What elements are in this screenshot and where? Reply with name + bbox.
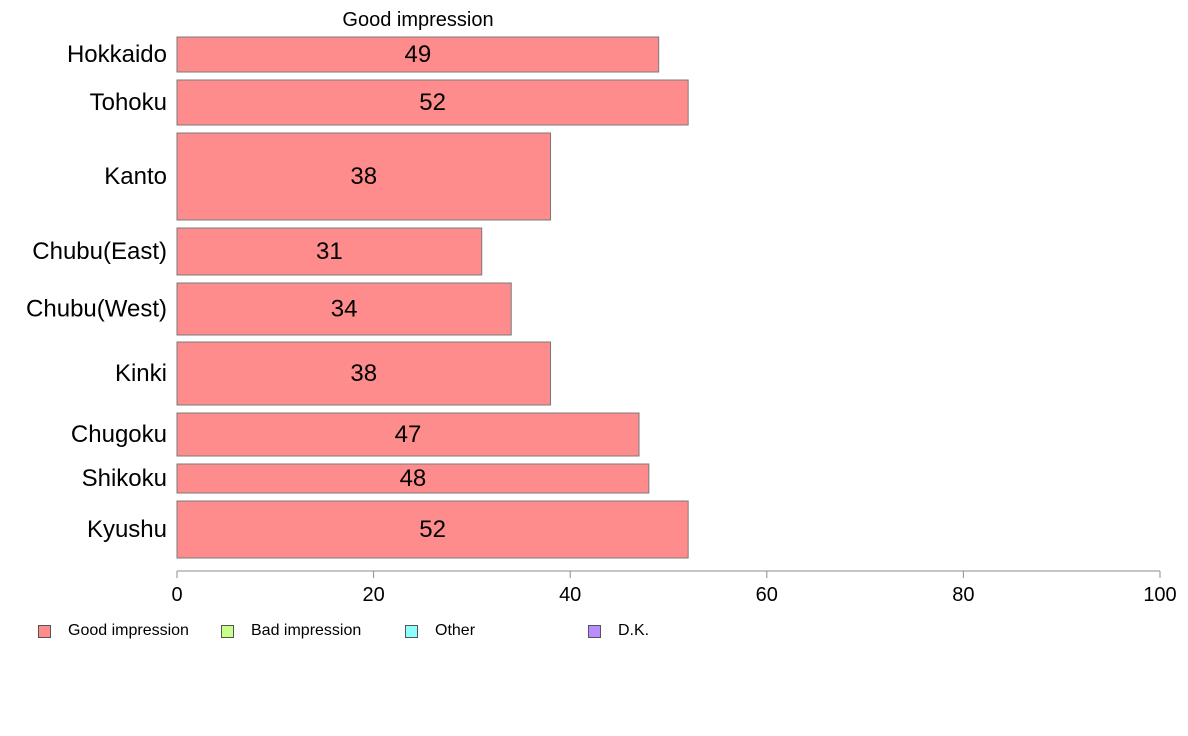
value-label-chubu-west: 34 bbox=[331, 296, 358, 323]
x-tick-label-80: 80 bbox=[952, 584, 974, 606]
legend-swatch-other bbox=[405, 624, 418, 638]
value-label-tohoku: 52 bbox=[419, 89, 446, 116]
bar-kyushu bbox=[176, 500, 689, 559]
x-axis: 0 20 40 60 80 100 bbox=[171, 570, 1177, 606]
bar-hokkaido bbox=[176, 36, 660, 73]
x-tick-label-40: 40 bbox=[559, 584, 581, 606]
x-tick-label-100: 100 bbox=[1143, 584, 1176, 606]
bar-tohoku bbox=[176, 79, 689, 126]
value-label-kanto: 38 bbox=[350, 163, 377, 190]
bar-shikoku bbox=[176, 463, 650, 494]
legend-swatch-bad-impression bbox=[221, 624, 234, 638]
legend-label-other: Other bbox=[435, 622, 476, 639]
legend-label-bad-impression: Bad impression bbox=[251, 622, 362, 639]
value-label-hokkaido: 49 bbox=[404, 41, 431, 68]
category-label-tohoku: Tohoku bbox=[90, 89, 167, 116]
category-label-chubu-west: Chubu(West) bbox=[26, 296, 167, 323]
category-label-hokkaido: Hokkaido bbox=[67, 41, 167, 68]
legend-item-bad-impression: Bad impression bbox=[221, 622, 361, 640]
bars-layer: Hokkaido 49 Tohoku 52 Kanto 38 Chubu(East) 31 Ch… bbox=[26, 36, 689, 559]
value-label-kinki: 38 bbox=[350, 360, 377, 387]
legend-item-dk: D.K. bbox=[588, 622, 649, 640]
category-label-chubu-east: Chubu(East) bbox=[32, 238, 167, 265]
legend-item-good-impression: Good impression bbox=[38, 622, 189, 640]
category-label-kinki: Kinki bbox=[115, 360, 167, 387]
bar-kinki bbox=[176, 341, 552, 406]
category-label-kanto: Kanto bbox=[104, 163, 167, 190]
bar-chugoku bbox=[176, 412, 640, 457]
bar-kanto bbox=[176, 132, 552, 221]
bar-chubu-west bbox=[176, 282, 512, 336]
legend-item-other: Other bbox=[405, 622, 475, 640]
x-tick-label-0: 0 bbox=[171, 584, 182, 606]
legend-swatch-dk bbox=[588, 624, 601, 638]
value-label-shikoku: 48 bbox=[400, 465, 427, 492]
value-label-chugoku: 47 bbox=[395, 421, 422, 448]
legend-label-good-impression: Good impression bbox=[68, 622, 189, 639]
category-label-chugoku: Chugoku bbox=[71, 421, 167, 448]
bar-chubu-east bbox=[176, 227, 483, 276]
value-label-kyushu: 52 bbox=[419, 516, 446, 543]
x-tick-label-20: 20 bbox=[362, 584, 384, 606]
category-label-kyushu: Kyushu bbox=[87, 516, 167, 543]
legend-swatch-good-impression bbox=[38, 624, 51, 638]
legend-label-dk: D.K. bbox=[618, 622, 650, 639]
x-tick-label-60: 60 bbox=[756, 584, 778, 606]
category-label-shikoku: Shikoku bbox=[82, 465, 167, 492]
value-label-chubu-east: 31 bbox=[316, 238, 343, 265]
chart-title: Good impression bbox=[342, 9, 493, 31]
